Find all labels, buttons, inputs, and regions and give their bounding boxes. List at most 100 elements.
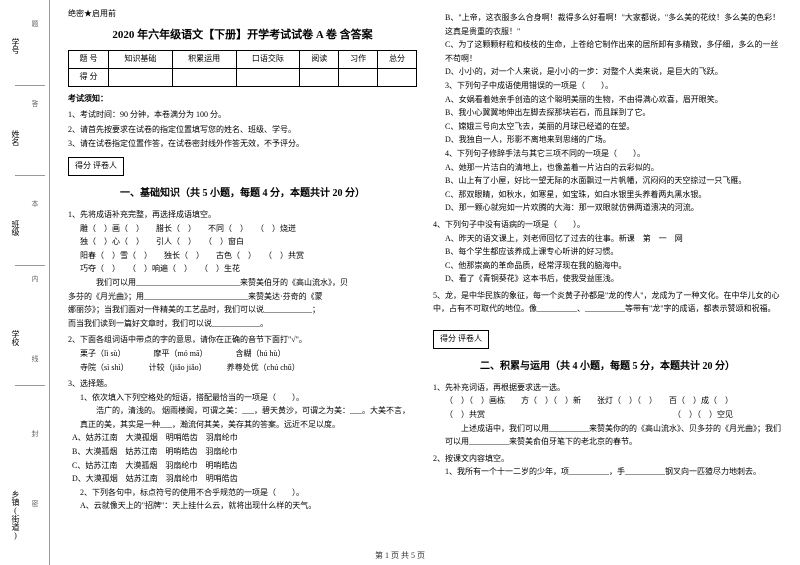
q3-1-stem: 1、依次填入下列空格处的短语，搭配最恰当的一项是（ ）。 [80,391,417,405]
q3-1-opt: D、大漠孤烟 姑苏江南 羽扇纶巾 明哨皓齿 [72,472,417,486]
q3-1-opt: A、姑苏江南 大漠孤烟 明哨皓齿 羽扇纶巾 [72,431,417,445]
seal-text: 内 [30,275,40,285]
question-2: 2、下面各组词语中带点的字的意思，请你在正确的音节下面打"√"。 栗子（lì s… [68,333,417,374]
s2-question-2: 2、按课文内容填空。 1、我所有一个十一二岁的少年，项__________，手_… [433,452,782,479]
cell[interactable] [378,69,417,87]
notice-item: 2、请首先按要求在试卷的指定位置填写您的姓名、班级、学号。 [68,124,417,137]
exam-title: 2020 年六年级语文【下册】开学考试试卷 A 卷 含答案 [68,27,417,45]
q4-opt: B、每个学生都应该养成上课专心听讲的好习惯。 [445,245,782,259]
cell: 积累运用 [172,51,236,69]
score-table: 题 号 知识基础 积累运用 口语交际 阅读 习作 总分 得 分 [68,50,417,87]
s2q2-stem: 2、按课文内容填空。 [433,452,782,466]
cell[interactable] [236,69,300,87]
q4-opt: D、看了《青铜葵花》这本书后，使我受益匪浅。 [445,272,782,286]
q3-2-opt: C、为了这颗颗籽粒和枝枝的生命，上苍给它制作出来的居所卸有多精致，多仔细，多么的… [445,38,782,65]
q1-line: 而当我们读到一篇好文章时，我们可以说____________。 [68,317,417,331]
seal-text: 答 [30,100,40,110]
q2-line: 栗子（lì sù） 摩平（mó mā） 含糊（hú hù） [80,347,417,361]
q3-1-opt: C、姑苏江南 大漠孤烟 羽扇纶巾 明哨皓齿 [72,459,417,473]
question-3: 3、选择题。 1、依次填入下列空格处的短语，搭配最恰当的一项是（ ）。 浩广的，… [68,377,417,513]
gutter-label-school: 学校 [10,330,21,346]
exam-content: 绝密★启用前 2020 年六年级语文【下册】开学考试试卷 A 卷 含答案 题 号… [50,0,800,565]
cell: 阅读 [300,51,339,69]
q3-4-opt: D、那一颗心就宛如一片欢腾的大海：那一双眼就仿佛两道溃决的河流。 [445,201,782,215]
q3-4-stem: 4、下列句子修辞手法与其它三项不同的一项是（ ）。 [445,147,782,161]
cell: 总分 [378,51,417,69]
q3-1-text: 浩广的，清浅的。 烟雨楼阁，可谓之美：___，碧天黄沙，可谓之为美：___。大美… [80,404,417,431]
table-row: 得 分 [69,69,417,87]
cell: 题 号 [69,51,109,69]
secret-label: 绝密★启用前 [68,8,417,21]
q3-3-opt: C、嫦娥三号向太空飞去，美丽的月球已经道的在望。 [445,120,782,134]
gutter-label-id: 学号 [10,38,21,54]
question-1: 1、先将成语补充完整，再选择成语填空。 雕（ ）画（ ） 腊长（ ） 不同（ ）… [68,208,417,330]
cell[interactable] [339,69,378,87]
q3-3-opt: D、我独自一人，形影不离地来到思绪的广场。 [445,133,782,147]
q4-opt: A、昨天的语文课上，刘老师回忆了过去的往事。新课 第 一 网 [445,232,782,246]
cell: 知识基础 [109,51,173,69]
cell[interactable] [109,69,173,87]
cell: 得 分 [69,69,109,87]
q3-3-opt: A、女娲看着她亲手创造的这个聪明美丽的生物，不由得满心欢喜，眉开眼笑。 [445,93,782,107]
q3-cont: B、"上帝，这衣服多么合身啊！裁得多么好看啊！"大家都说，"多么美的花纹！多么美… [433,11,782,215]
notice-block: 1、考试时间：90 分钟，本卷满分为 100 分。 2、请首先按要求在试卷的指定… [68,109,417,151]
gutter-label-class: 班级 [10,220,21,236]
notice-heading: 考试须知： [68,93,417,106]
seal-text: 本 [30,200,40,210]
binding-gutter: 学号 姓名 班级 学校 乡镇(街道) 题 答 本 内 线 封 密 [0,0,50,565]
q3-3-opt: B、我小心翼翼地伸出左脚去探那块岩石，而且踩到了它。 [445,106,782,120]
q3-4-opt: B、山上有了小屋，好比一望无际的水面飘过一片帆幡，沉闷闷的天空掠过一只飞雁。 [445,174,782,188]
q3-4-opt: C、那双眼睛，如秋水，如寒星，如宝珠，如白水银里头养着两丸黑水银。 [445,188,782,202]
q3-3-stem: 3、下列句子中成语使用错误的一项是（ ）。 [445,79,782,93]
cell[interactable] [300,69,339,87]
table-row: 题 号 知识基础 积累运用 口语交际 阅读 习作 总分 [69,51,417,69]
seal-text: 密 [30,500,40,510]
q4-opt: C、他那崇高的革命品质，经常浮现在我的脑海中。 [445,259,782,273]
score-stamp: 得分 评卷人 [68,157,124,176]
page-footer: 第 1 页 共 5 页 [0,550,800,561]
q3-4-opt: A、她那一片洁白的清地上，也像盖着一片沾白的云彩似的。 [445,161,782,175]
s2q1-line: （ ）共赏 （ ）（ ）空见 [445,408,782,422]
section2-title: 二、积累与运用（共 4 小题，每题 5 分，本题共计 20 分） [433,359,782,375]
left-column: 绝密★启用前 2020 年六年级语文【下册】开学考试试卷 A 卷 含答案 题 号… [60,8,425,557]
seal-text: 线 [30,355,40,365]
gutter-label-name: 姓名 [10,130,21,146]
notice-item: 3、请在试卷指定位置作答，在试卷密封线外作答无效，不予评分。 [68,138,417,151]
seal-text: 封 [30,430,40,440]
notice-item: 1、考试时间：90 分钟，本卷满分为 100 分。 [68,109,417,122]
q4-stem: 4、下列句子中没有语病的一项是（ ）。 [433,218,782,232]
gutter-line [15,175,45,176]
s2q1-stem: 1、先补充词语，再根据要求选一选。 [433,381,782,395]
q1-line: 我们可以用__________________________来赞美伯牙的《高山… [80,276,417,290]
q1-line: 雕（ ）画（ ） 腊长（ ） 不同（ ） （ ）烧迸 [80,222,417,236]
q1-line: 阳春（ ）雪（ ） 独长（ ） 古色（ ） （ ）共赏 [80,249,417,263]
q3-1-opt: B、大漠孤烟 姑苏江南 明哨皓齿 羽扇纶巾 [72,445,417,459]
seal-text: 题 [30,20,40,30]
gutter-label-town: 乡镇(街道) [10,490,21,540]
q3-2-opt: B、"上帝，这衣服多么合身啊！裁得多么好看啊！"大家都说，"多么美的花纹！多么美… [445,11,782,38]
s2q1-text: 上述成语中，我们可以用__________来赞美你的的《高山流水》、贝多芬的《月… [445,422,782,449]
q3-2-stem: 2、下列各句中，标点符号的使用不合乎规范的一项是（ ）。 [80,486,417,500]
s2q2-text: 1、我所有一个十一二岁的少年，项__________，手__________钢叉… [445,465,782,479]
q3-stem: 3、选择题。 [68,377,417,391]
cell[interactable] [172,69,236,87]
right-column: B、"上帝，这衣服多么合身啊！裁得多么好看啊！"大家都说，"多么美的花纹！多么美… [425,8,790,557]
question-5: 5、龙，是中华民族的象征，每一个炎黄子孙都是"龙的传人"，龙成为了一种文化。在中… [433,289,782,316]
q1-line: 多芬的《月光曲》；用__________________________来赞美达… [68,290,417,304]
q1-line: 独（ ）心（ ） 引人（ ） （ ）窗白 [80,235,417,249]
q1-stem: 1、先将成语补充完整，再选择成语填空。 [68,208,417,222]
gutter-line [15,385,45,386]
q1-line: 巧夺（ ） （ ）响遍（ ） （ ）生花 [80,262,417,276]
q2-line: 寺院（sì shì） 计较（jiǎo jiǎo） 养尊处优（chú chǔ） [80,361,417,375]
q1-line: 娜丽莎》；当我们面对一件精美的工艺品时，我们可以说____________； [68,303,417,317]
gutter-line [15,85,45,86]
s2-question-1: 1、先补充词语，再根据要求选一选。 （ ）（ ）画栋 方（ ）（ ）新 张灯（ … [433,381,782,449]
gutter-line [15,265,45,266]
section1-title: 一、基础知识（共 5 小题，每题 4 分，本题共计 20 分） [68,186,417,202]
cell: 习作 [339,51,378,69]
q3-2-opt: A、云就像天上的"招牌"：天上挂什么云，就将出现什么样的天气。 [80,499,417,513]
question-4: 4、下列句子中没有语病的一项是（ ）。 A、昨天的语文课上，刘老师回忆了过去的往… [433,218,782,286]
q2-stem: 2、下面各组词语中带点的字的意思，请你在正确的音节下面打"√"。 [68,333,417,347]
q5-stem: 5、龙，是中华民族的象征，每一个炎黄子孙都是"龙的传人"，龙成为了一种文化。在中… [433,289,782,316]
q3-2-opt: D、小小的，对一个人来说，是小小的一步：对整个人类来说，是巨大的飞跃。 [445,65,782,79]
